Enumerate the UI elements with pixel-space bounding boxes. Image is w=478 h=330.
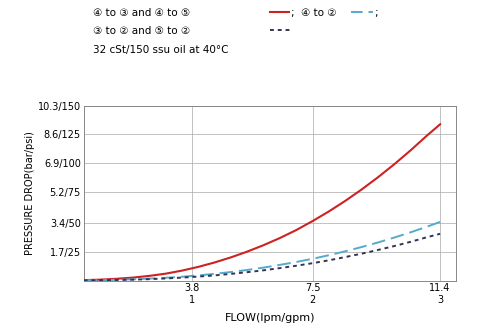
Text: ;: ; xyxy=(374,8,378,18)
Text: ;: ; xyxy=(291,8,294,18)
Text: 32 cSt/150 ssu oil at 40°C: 32 cSt/150 ssu oil at 40°C xyxy=(93,45,228,54)
Text: ④ to ②: ④ to ② xyxy=(301,8,337,18)
X-axis label: FLOW(lpm/gpm): FLOW(lpm/gpm) xyxy=(225,313,315,323)
Text: ④ to ③ and ④ to ⑤: ④ to ③ and ④ to ⑤ xyxy=(93,8,190,18)
Text: ③ to ② and ⑤ to ②: ③ to ② and ⑤ to ② xyxy=(93,26,190,36)
Y-axis label: PRESSURE DROP(bar/psi): PRESSURE DROP(bar/psi) xyxy=(25,131,35,255)
